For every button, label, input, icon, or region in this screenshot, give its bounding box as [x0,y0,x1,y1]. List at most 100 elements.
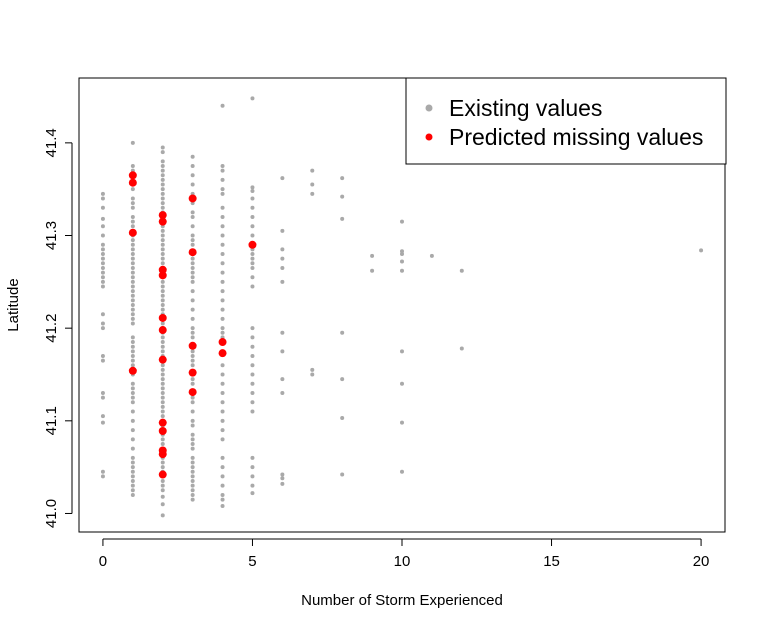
existing-point [280,176,285,181]
existing-point [250,335,255,340]
existing-point [190,363,195,368]
predicted-point [158,211,167,220]
predicted-point [128,366,137,375]
existing-point [160,479,165,484]
existing-point [250,381,255,386]
existing-point [220,381,225,386]
existing-point [400,469,404,474]
existing-point [130,344,135,349]
existing-point [370,268,375,273]
predicted-point [248,240,257,249]
existing-point [160,191,165,196]
existing-point [160,238,165,243]
existing-point [130,488,135,493]
existing-point [130,316,135,321]
existing-point [100,279,105,284]
existing-point [190,381,195,386]
existing-point [400,252,404,257]
existing-point [340,416,345,421]
existing-point [340,472,345,477]
existing-point [250,205,255,210]
existing-point [250,353,255,358]
existing-point [190,455,195,460]
existing-point [190,242,195,247]
existing-point [100,216,105,221]
existing-point [190,441,195,446]
existing-point [370,253,375,258]
predicted-point [188,194,197,203]
existing-point [190,275,195,280]
existing-point [160,187,165,192]
existing-point [160,150,165,155]
existing-point [130,164,135,169]
existing-point [130,395,135,400]
existing-point [160,409,165,414]
existing-point [130,391,135,396]
existing-point [160,465,165,470]
existing-point [130,265,135,270]
existing-point [220,504,225,509]
existing-point [250,256,255,261]
existing-point [130,224,135,229]
existing-point [250,233,255,238]
existing-point [250,491,255,496]
existing-point [130,358,135,363]
existing-point [400,381,404,386]
predicted-point [188,248,197,257]
existing-point [160,289,165,294]
existing-point [250,409,255,414]
existing-point [160,164,165,169]
existing-point [160,513,165,518]
existing-point [280,472,285,477]
existing-point [280,349,285,354]
existing-point [130,446,135,451]
existing-point [280,476,285,481]
existing-point [310,168,315,173]
existing-point [130,469,135,474]
existing-point [250,455,255,460]
y-tick-label: 41.0 [43,499,60,528]
existing-point [130,219,135,224]
existing-point [100,275,105,280]
existing-point [250,391,255,396]
existing-point [100,261,105,266]
existing-point [310,182,315,187]
existing-point [190,488,195,493]
legend-box [405,77,727,165]
existing-point [220,261,225,266]
existing-point [100,265,105,270]
existing-point [250,326,255,331]
existing-point [459,268,464,273]
x-axis: 0 5 10 15 20 [99,538,709,570]
existing-point [160,395,165,400]
y-axis: 41.0 41.1 41.2 41.3 41.4 [43,128,73,528]
existing-point [220,298,225,303]
existing-point [220,233,225,238]
predicted-points-group [128,171,257,479]
existing-point [220,316,225,321]
existing-point [100,395,105,400]
existing-point [220,492,225,497]
existing-point [310,367,315,372]
existing-point [250,275,255,280]
predicted-point [158,265,167,274]
existing-point [160,279,165,284]
predicted-point [158,217,167,226]
existing-point [280,247,285,252]
existing-point [220,418,225,423]
existing-point [130,483,135,488]
existing-point [160,182,165,187]
existing-point [160,293,165,298]
existing-point [160,437,165,442]
existing-point [160,488,165,493]
existing-point [400,219,404,224]
existing-point [190,497,195,502]
plot-frame [78,77,726,533]
existing-point [130,492,135,497]
existing-point [130,400,135,405]
existing-point [190,353,195,358]
existing-point [429,253,434,258]
existing-point [250,465,255,470]
existing-point [100,233,105,238]
existing-point [220,326,225,331]
